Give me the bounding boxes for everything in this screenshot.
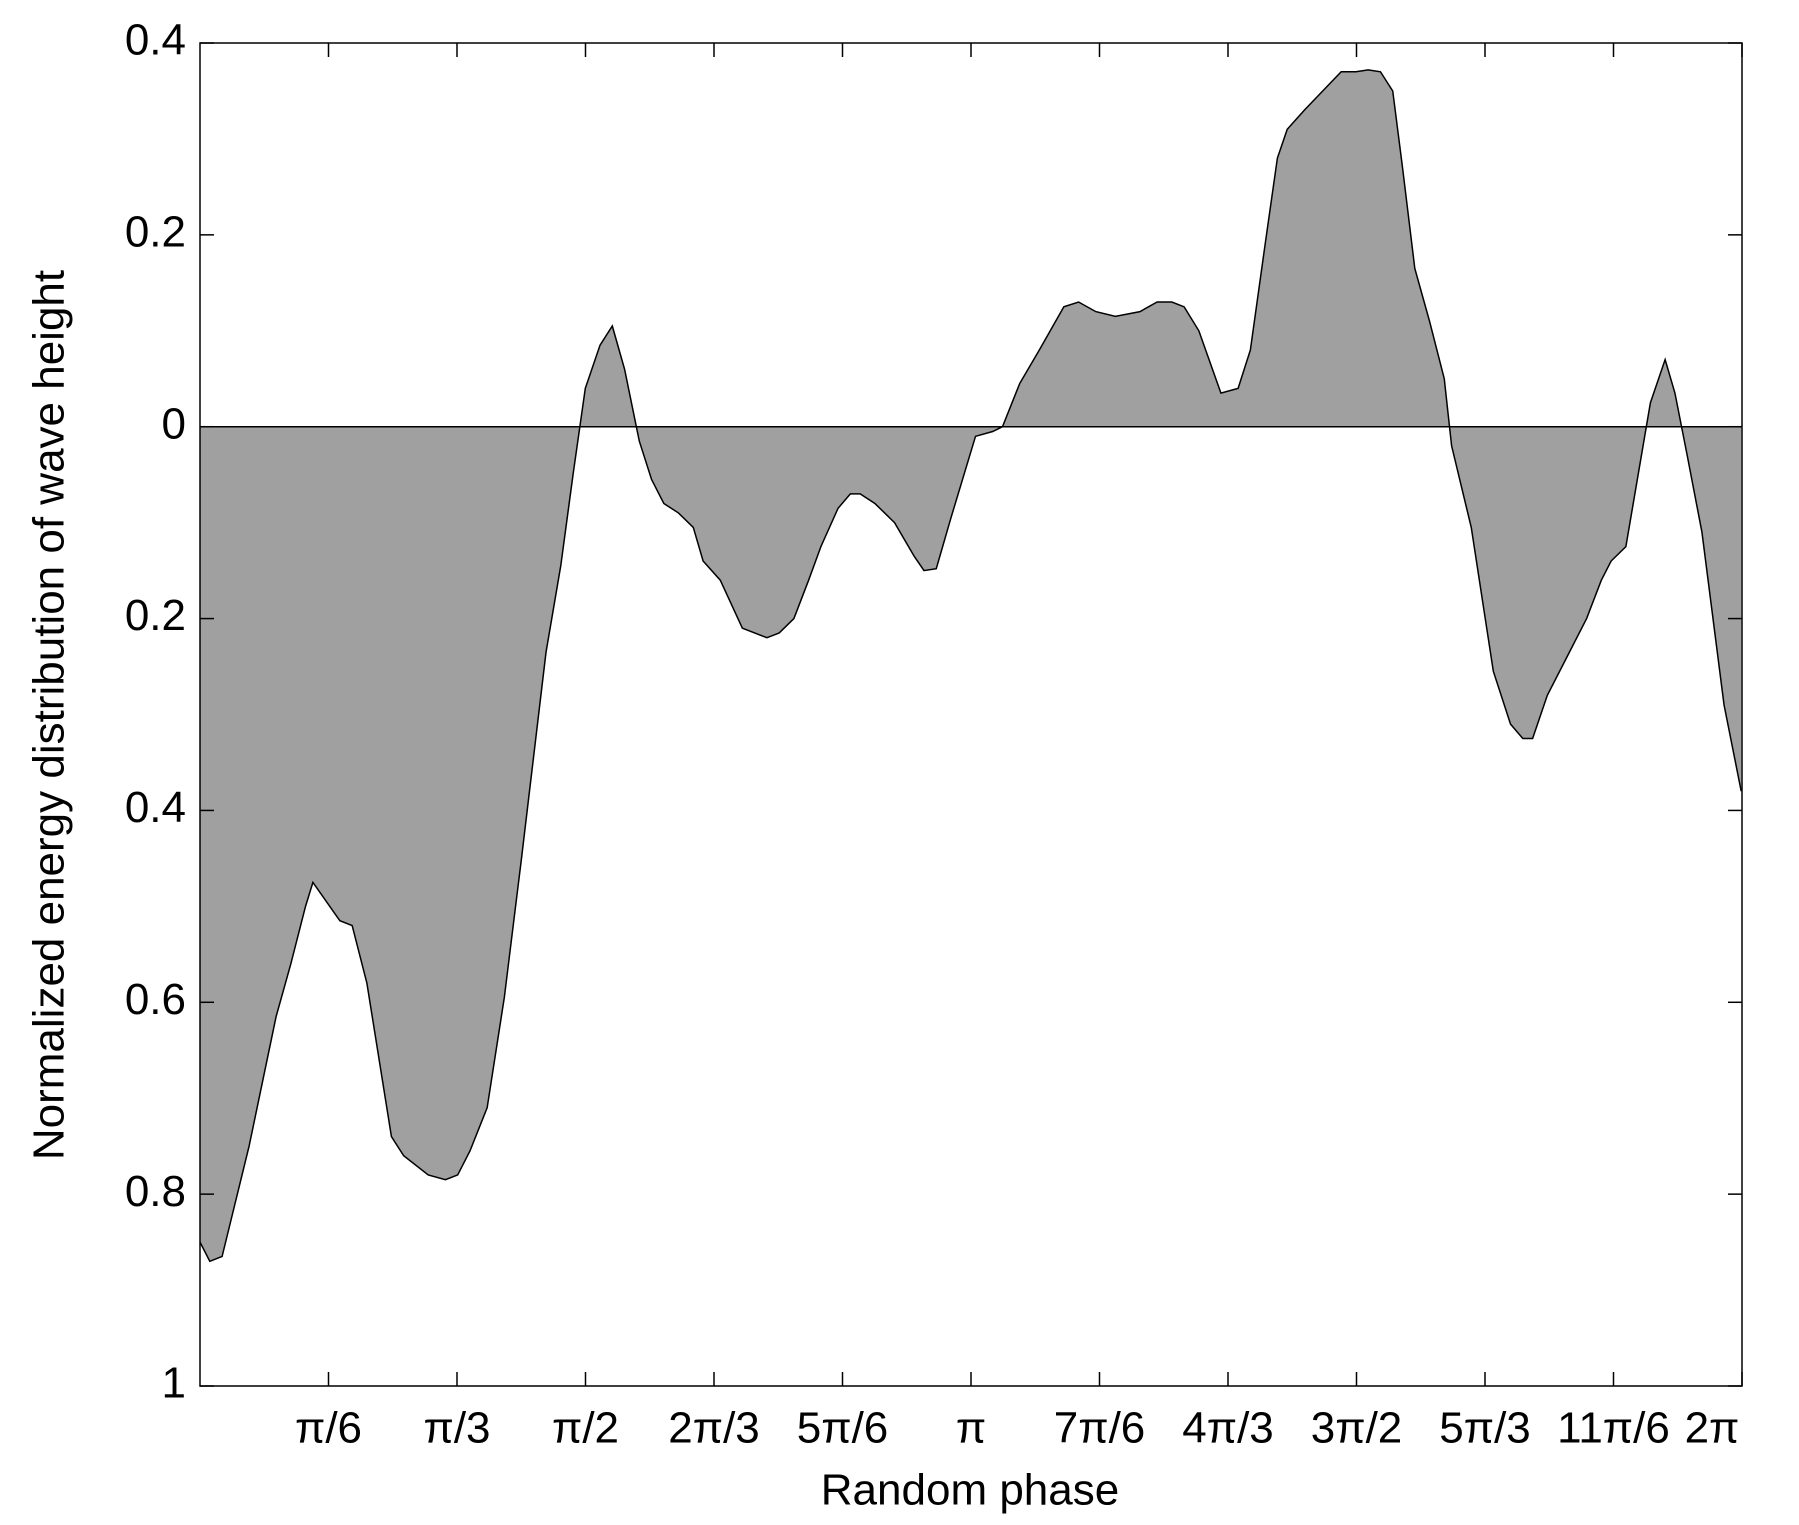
y-tick-label: 0.4 [125,783,186,832]
y-axis-label: Normalized energy distribution of wave h… [25,270,74,1160]
x-tick-label: 7π/6 [1054,1404,1146,1453]
x-axis-label: Random phase [821,1466,1119,1515]
y-tick-label: 0 [162,399,186,448]
x-tick-label: π/2 [552,1404,619,1453]
x-tick-label: 5π/6 [797,1404,889,1453]
x-tick-label: 2π [1685,1404,1740,1453]
x-tick-label: 11π/6 [1557,1404,1670,1453]
y-tick-label: 0.6 [125,975,186,1024]
area [200,69,1742,1262]
x-tick-label: 4π/3 [1182,1404,1274,1453]
y-tick-label: 1 [162,1359,186,1408]
x-tick-label: 2π/3 [668,1404,760,1453]
y-tick-label: 0.2 [125,591,186,640]
y-tick-label: 0.4 [125,16,186,65]
x-tick-label: 5π/3 [1439,1404,1531,1453]
x-tick-label: 3π/2 [1311,1404,1403,1453]
y-tick-label: 0.2 [125,207,186,256]
x-tick-label: π/3 [423,1404,490,1453]
x-tick-label: π [956,1404,986,1453]
x-tick-label: π/6 [295,1404,362,1453]
line [199,69,1742,1263]
y-tick-label: 0.8 [125,1167,186,1216]
